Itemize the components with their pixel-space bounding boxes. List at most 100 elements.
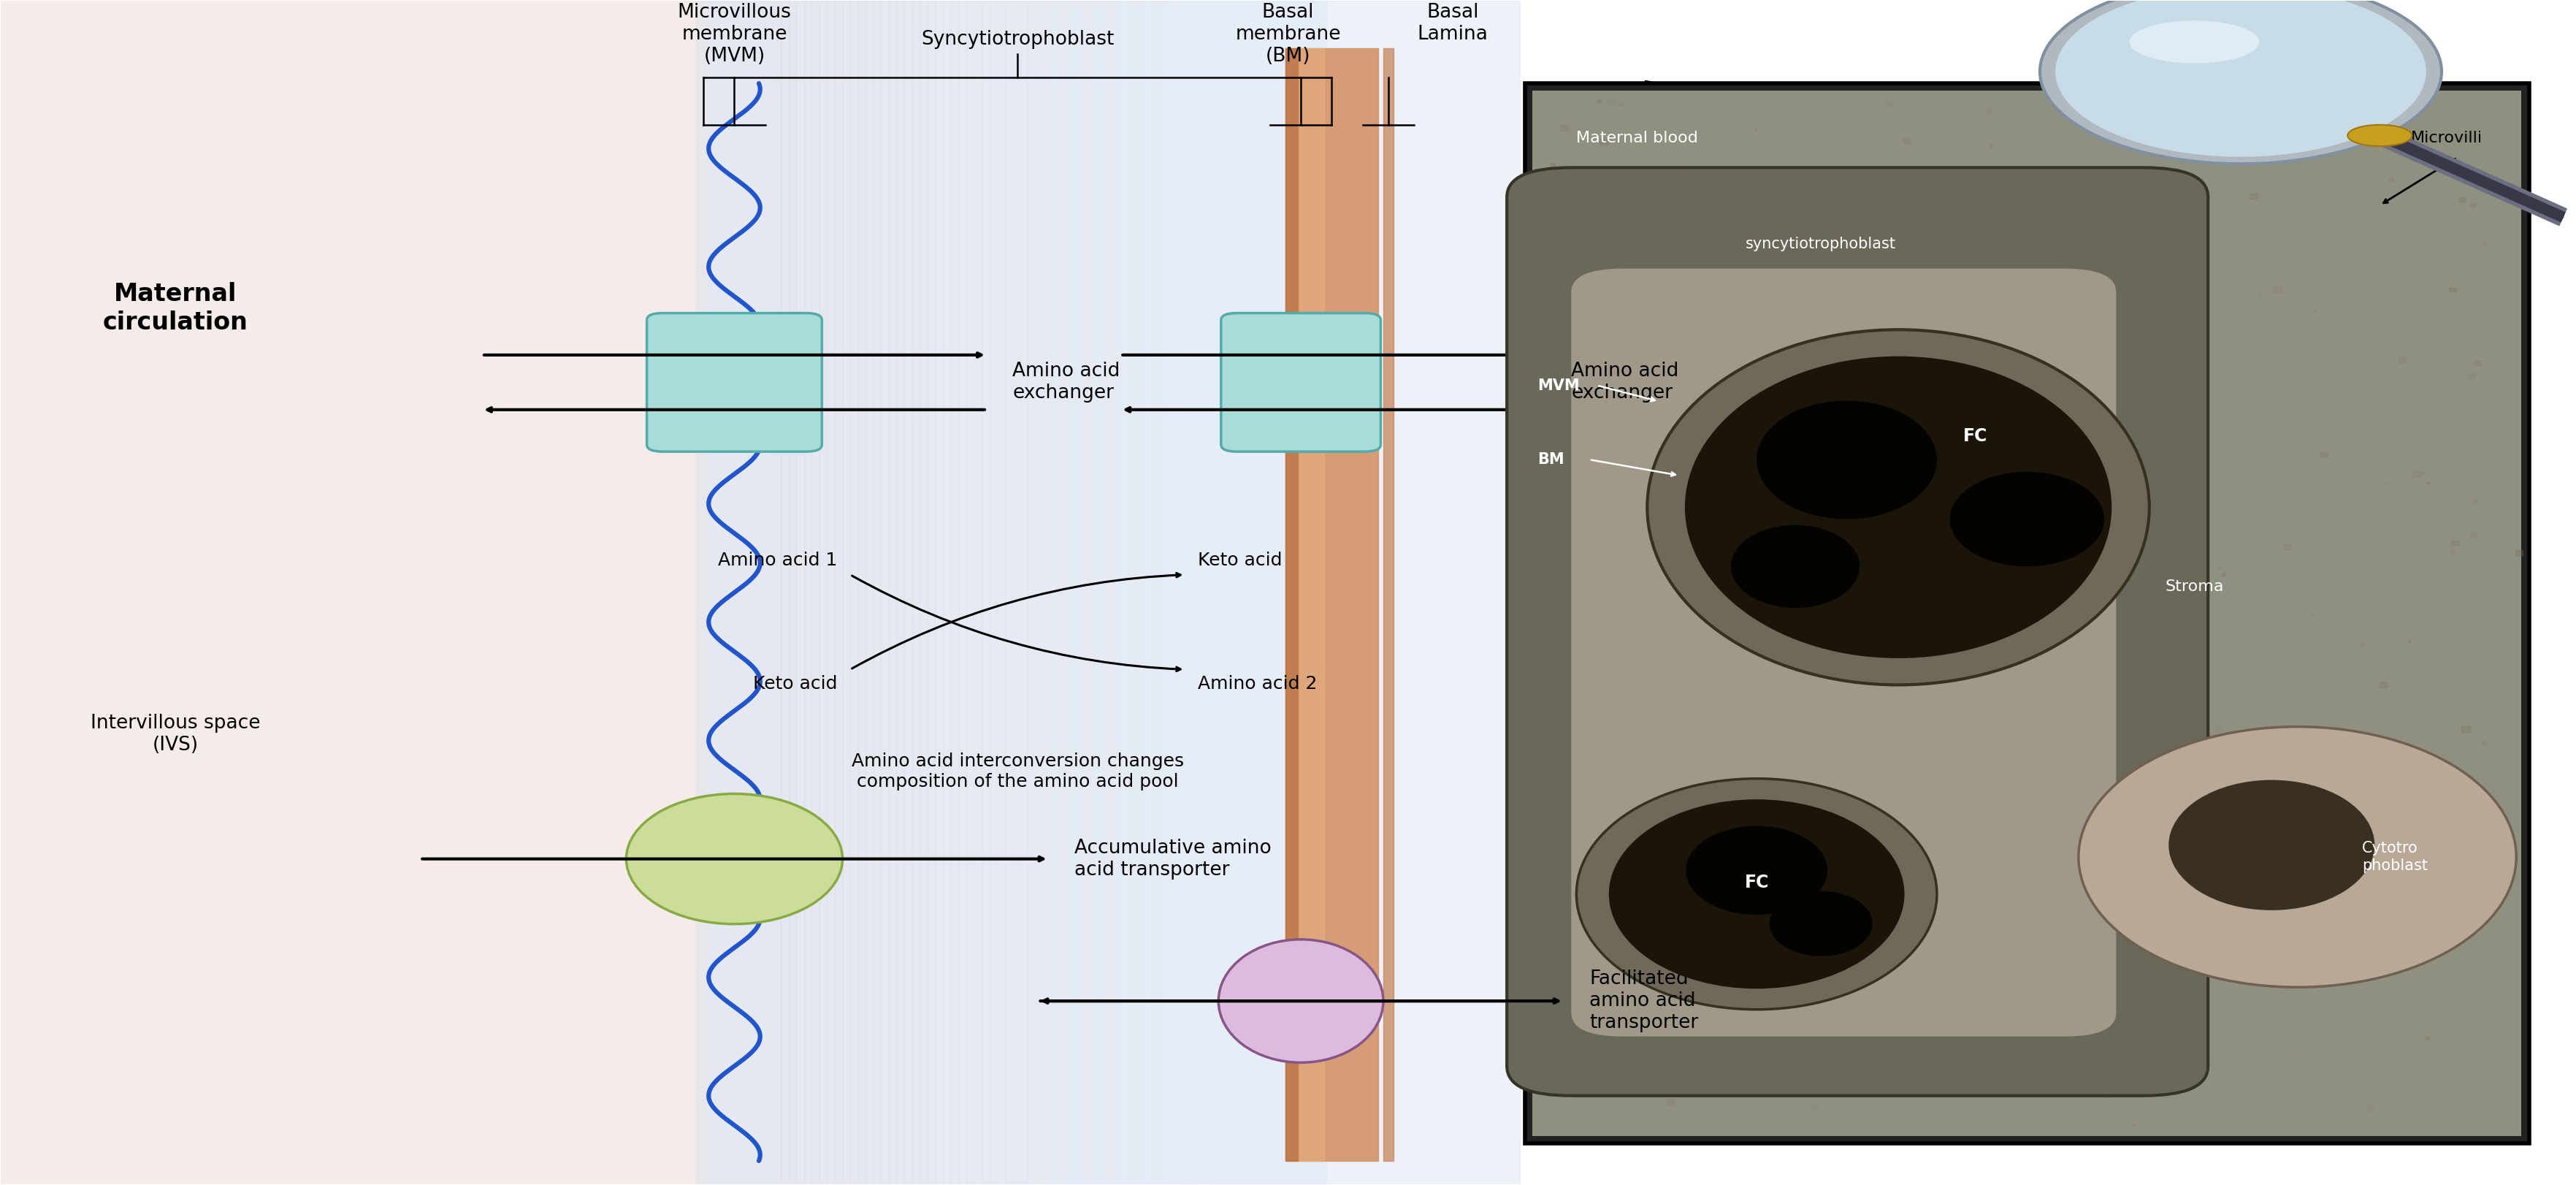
Bar bbox=[1808, 935, 1814, 939]
Bar bbox=[1144, 0, 1151, 1185]
Bar bbox=[2354, 911, 2357, 914]
Bar bbox=[1383, 47, 1394, 1161]
Ellipse shape bbox=[1685, 357, 2112, 658]
Bar bbox=[1543, 598, 1546, 602]
Bar bbox=[2177, 896, 2184, 901]
Bar bbox=[2293, 905, 2298, 910]
Bar bbox=[1020, 0, 1028, 1185]
Bar bbox=[2074, 936, 2081, 942]
Bar bbox=[2372, 802, 2375, 805]
Bar bbox=[1654, 201, 1659, 206]
Bar bbox=[2293, 937, 2295, 940]
Bar bbox=[1759, 1052, 1765, 1055]
FancyArrowPatch shape bbox=[2367, 126, 2566, 222]
Bar bbox=[1561, 126, 1569, 130]
Bar bbox=[989, 0, 997, 1185]
Ellipse shape bbox=[2347, 124, 2411, 146]
FancyArrowPatch shape bbox=[2365, 122, 2566, 225]
Text: Amino acid 1: Amino acid 1 bbox=[719, 551, 837, 569]
Bar bbox=[2076, 385, 2081, 390]
Bar bbox=[2476, 361, 2481, 365]
FancyBboxPatch shape bbox=[1507, 167, 2208, 1096]
Bar bbox=[974, 0, 981, 1185]
Ellipse shape bbox=[2169, 780, 2375, 910]
Text: Keto acid: Keto acid bbox=[1198, 551, 1283, 569]
Bar bbox=[2460, 134, 2468, 140]
Bar bbox=[819, 0, 827, 1185]
Bar bbox=[920, 0, 927, 1185]
Ellipse shape bbox=[1577, 779, 1937, 1010]
Bar bbox=[1128, 0, 1136, 1185]
Bar bbox=[1834, 584, 1839, 588]
Bar bbox=[696, 0, 1520, 1185]
Bar bbox=[2411, 780, 2414, 782]
Ellipse shape bbox=[1731, 525, 1860, 608]
Bar bbox=[2318, 848, 2321, 852]
Ellipse shape bbox=[1685, 826, 1826, 915]
Bar bbox=[2208, 960, 2218, 965]
Text: Facilitated
amino acid
transporter: Facilitated amino acid transporter bbox=[1589, 969, 1698, 1032]
Bar bbox=[1298, 47, 1324, 1161]
Bar bbox=[827, 0, 835, 1185]
Text: MVM: MVM bbox=[1538, 378, 1579, 392]
Bar bbox=[1811, 1106, 1819, 1109]
Bar bbox=[2339, 864, 2342, 866]
Bar bbox=[2360, 642, 2365, 646]
Bar bbox=[2385, 482, 2388, 485]
Bar bbox=[2223, 574, 2226, 576]
Bar bbox=[2326, 935, 2334, 940]
Bar bbox=[2218, 566, 2221, 569]
Ellipse shape bbox=[1757, 401, 1937, 519]
Circle shape bbox=[2056, 0, 2427, 156]
Bar bbox=[1566, 468, 1569, 470]
Bar bbox=[997, 0, 1005, 1185]
Bar bbox=[835, 0, 842, 1185]
Bar bbox=[1285, 47, 1378, 1161]
Bar bbox=[2215, 725, 2223, 731]
Bar bbox=[1533, 90, 2522, 1136]
Text: Microvilli: Microvilli bbox=[2411, 132, 2483, 146]
Bar bbox=[1600, 139, 1607, 145]
Bar bbox=[1540, 280, 1548, 284]
Text: Amino acid
exchanger: Amino acid exchanger bbox=[1571, 361, 1680, 403]
Bar bbox=[1589, 228, 1597, 232]
Bar bbox=[1577, 514, 1582, 518]
Text: BM: BM bbox=[1538, 453, 1564, 467]
Text: FC: FC bbox=[1963, 428, 1989, 446]
Bar bbox=[1636, 190, 1641, 193]
Bar bbox=[873, 0, 881, 1185]
Bar bbox=[1716, 914, 1721, 916]
Bar bbox=[2190, 587, 2195, 589]
Bar bbox=[2048, 326, 2053, 329]
Bar bbox=[2398, 358, 2406, 363]
Bar bbox=[1059, 0, 1066, 1185]
Bar bbox=[1901, 322, 1906, 325]
Bar bbox=[1577, 201, 1584, 205]
Bar bbox=[1927, 488, 1935, 493]
Bar bbox=[1824, 788, 1829, 792]
Bar bbox=[1082, 0, 1090, 1185]
Bar bbox=[1569, 536, 1577, 540]
Bar bbox=[1182, 0, 1190, 1185]
Bar bbox=[0, 0, 773, 1185]
Bar bbox=[1097, 0, 1105, 1185]
Bar bbox=[2414, 472, 2419, 476]
Bar bbox=[850, 0, 858, 1185]
Bar bbox=[2275, 287, 2282, 293]
Bar bbox=[1904, 139, 1911, 143]
Bar bbox=[781, 0, 788, 1185]
Bar bbox=[1012, 0, 1020, 1185]
Bar bbox=[2321, 453, 2326, 456]
Bar bbox=[1765, 193, 1767, 197]
Bar bbox=[2045, 398, 2050, 402]
Bar bbox=[981, 0, 989, 1185]
Bar bbox=[2380, 683, 2385, 687]
Bar bbox=[1888, 824, 1896, 828]
Bar bbox=[1917, 846, 1924, 852]
Bar bbox=[1607, 551, 1618, 557]
Bar bbox=[788, 0, 796, 1185]
Bar bbox=[1028, 0, 1036, 1185]
Bar bbox=[1105, 0, 1113, 1185]
Bar bbox=[866, 0, 873, 1185]
Bar bbox=[1136, 0, 1144, 1185]
